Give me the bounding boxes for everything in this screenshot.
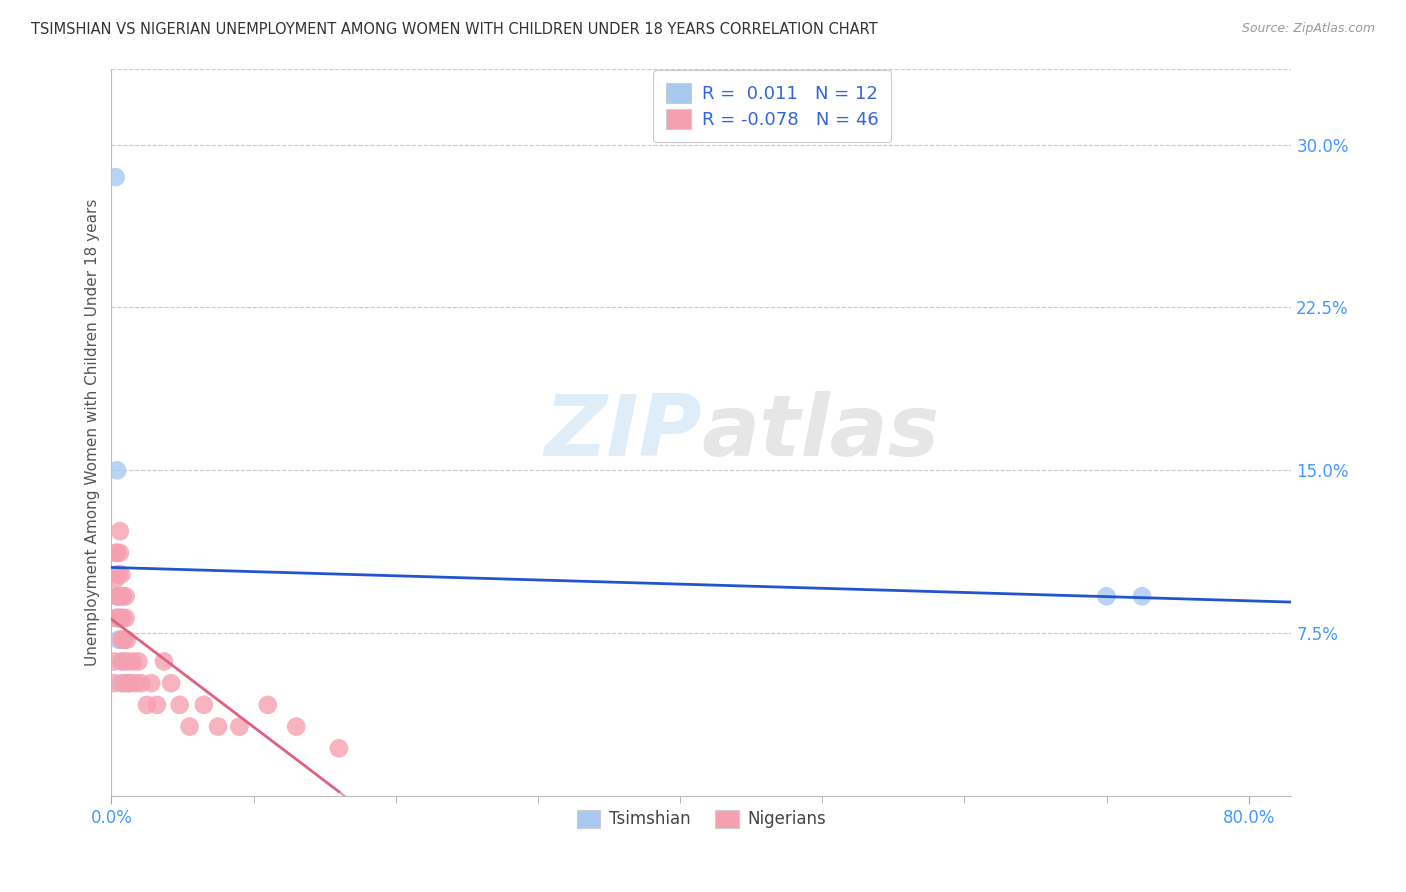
Point bbox=[141, 676, 163, 690]
Text: atlas: atlas bbox=[702, 391, 939, 474]
Point bbox=[169, 698, 191, 712]
Point bbox=[108, 611, 131, 625]
Point bbox=[160, 676, 183, 690]
Point bbox=[124, 676, 146, 690]
Point bbox=[193, 698, 215, 712]
Point bbox=[153, 655, 176, 669]
Point bbox=[285, 720, 308, 734]
Point bbox=[107, 632, 129, 647]
Point bbox=[103, 676, 125, 690]
Point bbox=[105, 611, 128, 625]
Point bbox=[104, 572, 127, 586]
Point bbox=[105, 546, 128, 560]
Point bbox=[129, 676, 152, 690]
Y-axis label: Unemployment Among Women with Children Under 18 years: Unemployment Among Women with Children U… bbox=[86, 199, 100, 666]
Point bbox=[179, 720, 201, 734]
Point bbox=[105, 463, 128, 477]
Point bbox=[115, 655, 138, 669]
Point bbox=[107, 611, 129, 625]
Point bbox=[112, 676, 135, 690]
Point bbox=[228, 720, 250, 734]
Point bbox=[1095, 589, 1118, 603]
Point bbox=[328, 741, 350, 756]
Point bbox=[110, 632, 132, 647]
Text: ZIP: ZIP bbox=[544, 391, 702, 474]
Point bbox=[107, 589, 129, 603]
Text: Source: ZipAtlas.com: Source: ZipAtlas.com bbox=[1241, 22, 1375, 36]
Legend: Tsimshian, Nigerians: Tsimshian, Nigerians bbox=[571, 803, 832, 835]
Point bbox=[111, 589, 134, 603]
Point bbox=[1130, 589, 1153, 603]
Point bbox=[136, 698, 159, 712]
Point bbox=[105, 589, 128, 603]
Point bbox=[110, 655, 132, 669]
Point bbox=[110, 676, 132, 690]
Point bbox=[256, 698, 278, 712]
Point bbox=[112, 632, 135, 647]
Point bbox=[105, 567, 128, 582]
Point bbox=[117, 676, 139, 690]
Point bbox=[103, 655, 125, 669]
Point bbox=[127, 655, 149, 669]
Point bbox=[114, 611, 136, 625]
Point bbox=[110, 567, 132, 582]
Text: TSIMSHIAN VS NIGERIAN UNEMPLOYMENT AMONG WOMEN WITH CHILDREN UNDER 18 YEARS CORR: TSIMSHIAN VS NIGERIAN UNEMPLOYMENT AMONG… bbox=[31, 22, 877, 37]
Point bbox=[105, 589, 128, 603]
Point bbox=[111, 632, 134, 647]
Point bbox=[121, 655, 143, 669]
Point bbox=[104, 546, 127, 560]
Point bbox=[104, 611, 127, 625]
Point bbox=[115, 632, 138, 647]
Point bbox=[104, 170, 127, 185]
Point bbox=[107, 611, 129, 625]
Point bbox=[110, 589, 132, 603]
Point bbox=[110, 611, 132, 625]
Point bbox=[108, 524, 131, 538]
Point bbox=[118, 676, 141, 690]
Point bbox=[207, 720, 229, 734]
Point bbox=[114, 589, 136, 603]
Point bbox=[111, 611, 134, 625]
Point bbox=[107, 589, 129, 603]
Point bbox=[107, 567, 129, 582]
Point bbox=[108, 546, 131, 560]
Point bbox=[146, 698, 169, 712]
Point bbox=[111, 655, 134, 669]
